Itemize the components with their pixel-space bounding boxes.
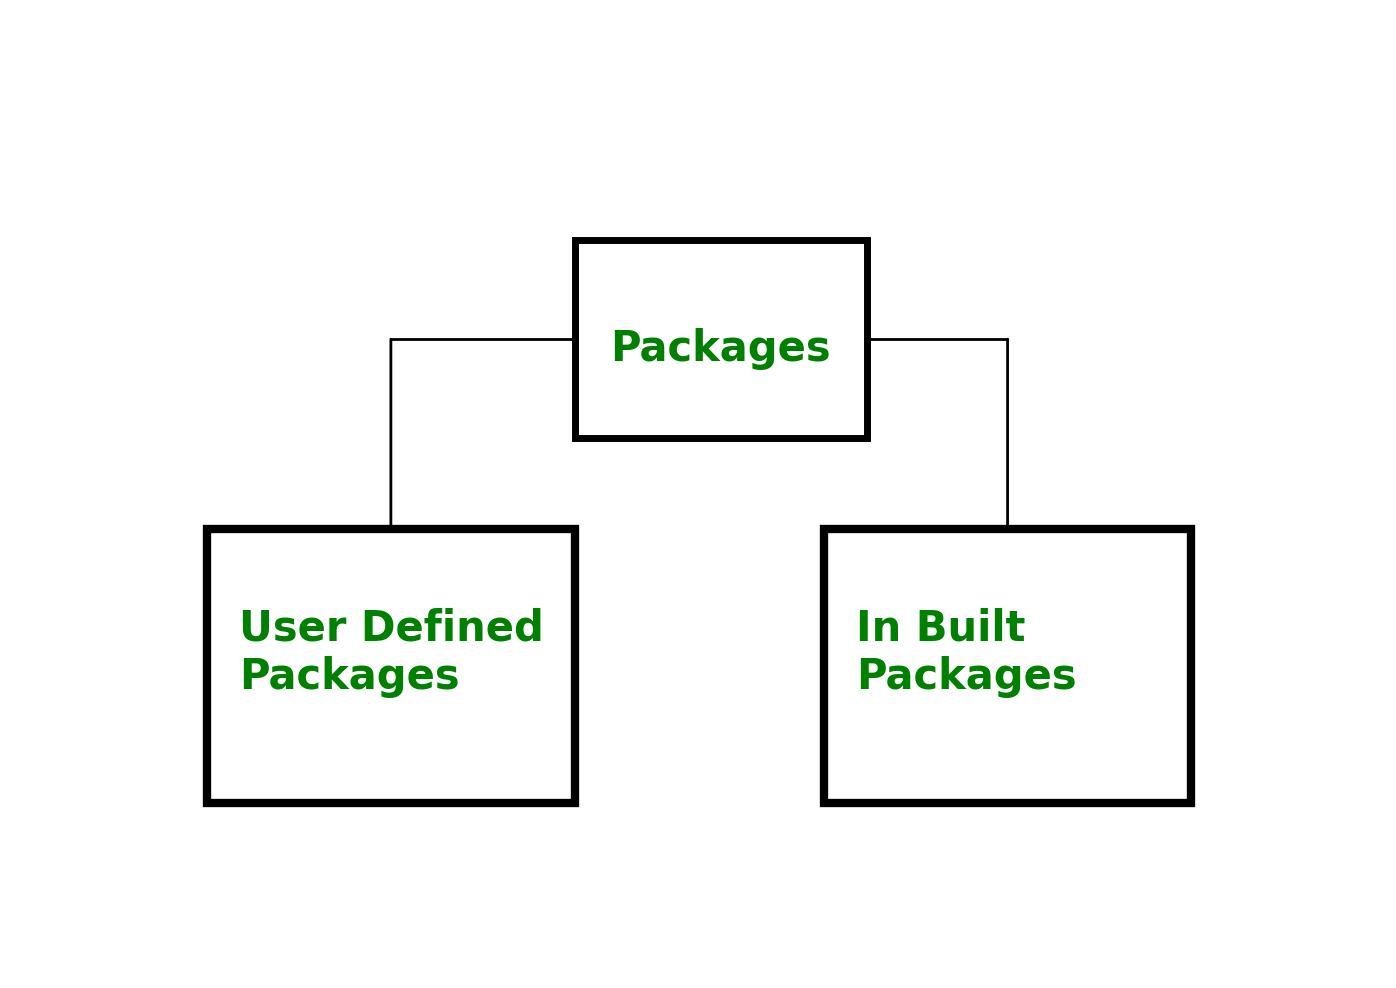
FancyBboxPatch shape — [207, 530, 575, 803]
FancyBboxPatch shape — [575, 240, 867, 438]
Text: In Built
Packages: In Built Packages — [856, 608, 1076, 698]
FancyBboxPatch shape — [824, 530, 1191, 803]
Text: User Defined
Packages: User Defined Packages — [240, 608, 544, 698]
Text: Packages: Packages — [610, 328, 831, 370]
